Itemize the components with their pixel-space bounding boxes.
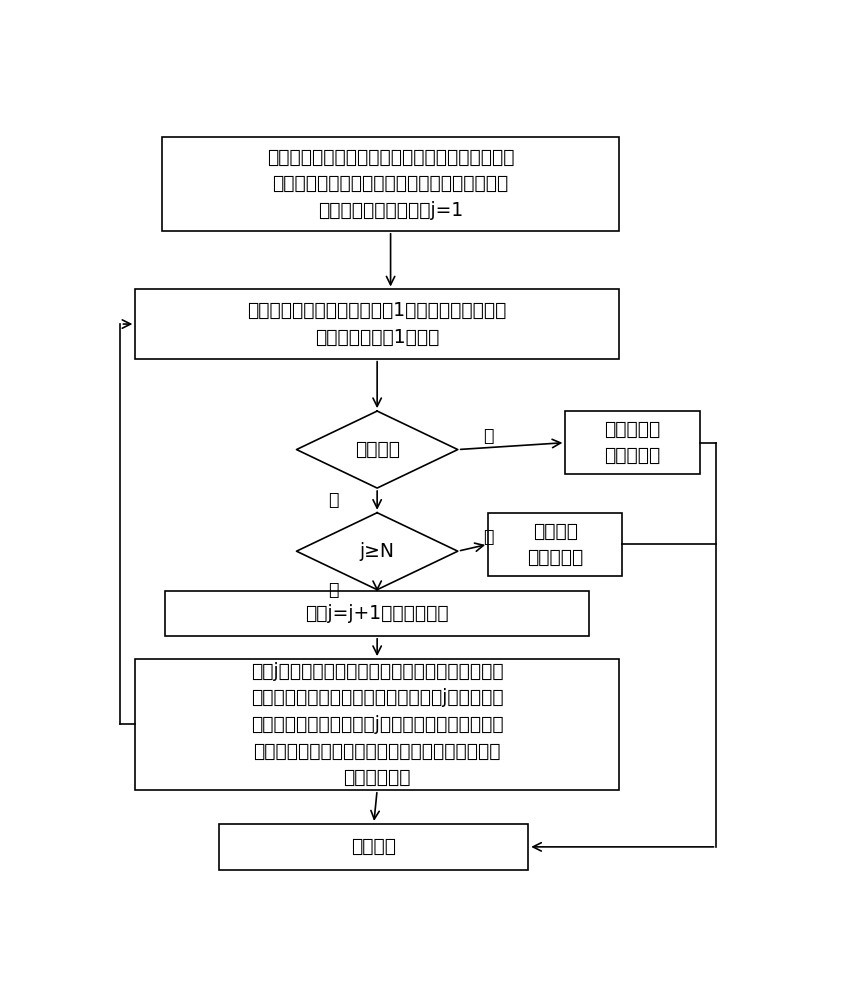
FancyBboxPatch shape	[135, 289, 619, 359]
Text: 将待译码数据作为码字，利用1级编码产生的校验数
据对该码字进行1级译码: 将待译码数据作为码字，利用1级编码产生的校验数 据对该码字进行1级译码	[247, 301, 507, 347]
FancyBboxPatch shape	[166, 591, 589, 636]
Text: 是: 是	[483, 528, 493, 546]
Text: 是: 是	[483, 427, 493, 445]
Text: j≥N: j≥N	[360, 542, 394, 561]
Text: 返回译码后
的用户数据: 返回译码后 的用户数据	[604, 420, 661, 465]
Text: 译码结束: 译码结束	[351, 837, 396, 856]
FancyBboxPatch shape	[565, 411, 700, 474]
FancyBboxPatch shape	[162, 137, 619, 231]
Text: 返回译码
失败的信息: 返回译码 失败的信息	[527, 522, 583, 567]
FancyBboxPatch shape	[135, 659, 619, 790]
FancyBboxPatch shape	[488, 513, 623, 576]
Text: 否: 否	[329, 491, 339, 509]
Text: 从数据页中提取用户数据、嵌入式数据和各级编码
产生校验数据，将提取的用户数据作为待译码数
据，并初始化译码级数j=1: 从数据页中提取用户数据、嵌入式数据和各级编码 产生校验数据，将提取的用户数据作为…	[267, 148, 514, 220]
Text: 否: 否	[329, 581, 339, 599]
Text: 译码成功: 译码成功	[355, 440, 400, 459]
FancyBboxPatch shape	[219, 824, 528, 870]
Text: 按照j级编码中码字的组成，相应提取出部分用户数
据和部分嵌入式数据组成码字，并利用j级编码产生
的校验数据对该码字进行j级译码，利用译码得到的
用户数据替换待译: 按照j级编码中码字的组成，相应提取出部分用户数 据和部分嵌入式数据组成码字，并利…	[251, 662, 504, 787]
Text: 按照j=j+1更新译码级数: 按照j=j+1更新译码级数	[305, 604, 449, 623]
